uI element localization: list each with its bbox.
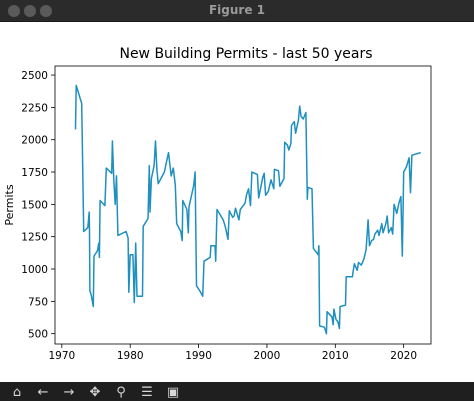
x-tick-label: 2020 xyxy=(390,350,417,362)
window-title: Figure 1 xyxy=(208,3,266,17)
back-arrow-icon[interactable]: ← xyxy=(37,385,49,400)
y-axis-label: Permits xyxy=(3,184,16,225)
figure-canvas: New Building Permits - last 50 years 197… xyxy=(0,22,474,382)
close-window-button[interactable] xyxy=(8,5,20,17)
forward-arrow-icon[interactable]: → xyxy=(63,385,75,400)
y-tick-label: 2250 xyxy=(21,102,48,114)
x-tick-label: 1990 xyxy=(185,350,212,362)
y-tick-label: 1000 xyxy=(21,264,48,276)
y-tick-label: 1750 xyxy=(21,167,48,179)
configure-subplots-icon[interactable]: ☰ xyxy=(141,385,153,400)
navigation-toolbar: ⌂ ← → ✥ ⚲ ☰ ▣ xyxy=(0,382,474,401)
minimize-window-button[interactable] xyxy=(24,5,36,17)
y-tick-label: 1250 xyxy=(21,232,48,244)
y-tick-label: 2500 xyxy=(21,70,48,82)
window-titlebar: Figure 1 xyxy=(0,0,474,22)
x-tick-label: 2010 xyxy=(322,350,349,362)
home-icon[interactable]: ⌂ xyxy=(12,385,22,400)
y-tick-label: 750 xyxy=(28,296,48,308)
x-tick-label: 1970 xyxy=(48,350,75,362)
y-tick-label: 1500 xyxy=(21,199,48,211)
pan-icon[interactable]: ✥ xyxy=(89,385,101,400)
x-tick-label: 1980 xyxy=(117,350,144,362)
axes: 1970 1980 1990 2000 2010 2020 500 750 1000 1250 15… xyxy=(21,65,432,362)
zoom-window-button[interactable] xyxy=(40,5,52,17)
line-chart: New Building Permits - last 50 years 197… xyxy=(3,46,432,362)
y-tick-label: 2000 xyxy=(21,135,48,147)
zoom-icon[interactable]: ⚲ xyxy=(116,385,126,400)
save-icon[interactable]: ▣ xyxy=(166,385,180,400)
chart-title: New Building Permits - last 50 years xyxy=(119,46,372,62)
x-tick-label: 2000 xyxy=(254,350,281,362)
y-tick-label: 500 xyxy=(28,329,48,341)
series-line-0 xyxy=(74,84,421,335)
plot-frame xyxy=(54,65,432,345)
